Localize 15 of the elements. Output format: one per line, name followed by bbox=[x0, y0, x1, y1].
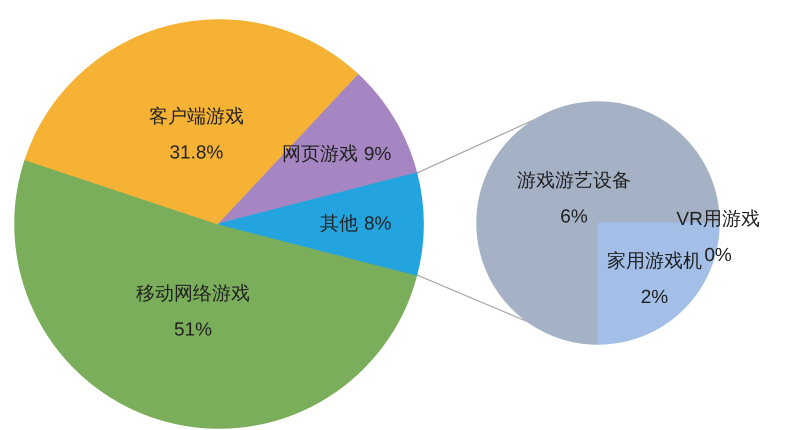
slice-label: 游戏游艺设备 bbox=[517, 170, 632, 192]
pie-slice bbox=[218, 172, 424, 276]
data-label: 9% bbox=[364, 144, 392, 165]
slice-label: VR用游戏 bbox=[676, 209, 760, 230]
slice-label: 其他 bbox=[320, 214, 358, 234]
data-label: 31.8% bbox=[169, 142, 224, 164]
slice-label: 移动网络游戏 bbox=[136, 284, 250, 305]
slice-label: 网页游戏 bbox=[282, 144, 358, 165]
slice-label: 客户端游戏 bbox=[148, 106, 244, 128]
data-label: 2% bbox=[640, 286, 668, 308]
data-label: 0% bbox=[704, 245, 732, 266]
slice-label: 家用游戏机 bbox=[606, 250, 702, 272]
data-label: 8% bbox=[364, 214, 392, 234]
data-label: 6% bbox=[560, 206, 588, 228]
data-label: 51% bbox=[174, 320, 212, 341]
